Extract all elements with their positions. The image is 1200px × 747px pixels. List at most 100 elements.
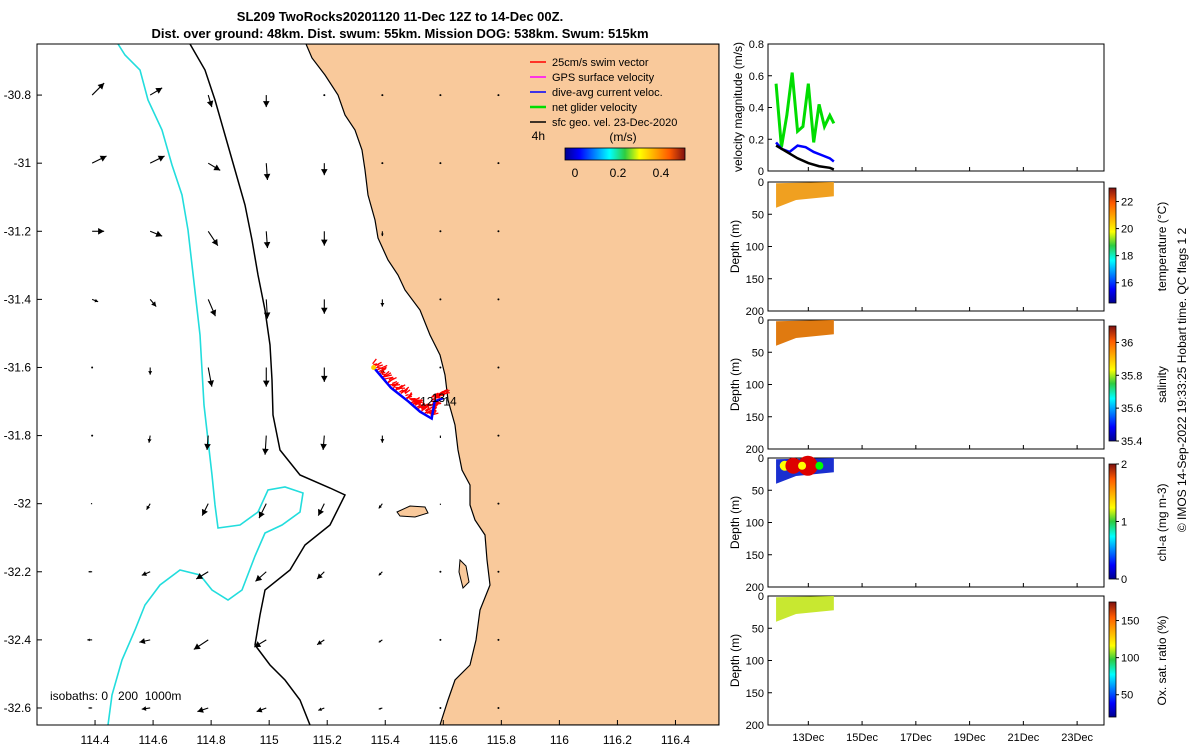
current-arrow bbox=[197, 706, 209, 713]
current-arrow bbox=[317, 503, 325, 516]
section-colorbar bbox=[1108, 187, 1117, 304]
current-arrow bbox=[149, 155, 165, 164]
swim-vector bbox=[421, 403, 429, 410]
section-y-tick-label: 100 bbox=[746, 380, 764, 392]
current-arrow bbox=[318, 707, 325, 711]
map-y-tick-label: -31.4 bbox=[4, 292, 32, 306]
current-arrow bbox=[148, 367, 153, 375]
map-x-tick-label: 115.4 bbox=[371, 733, 400, 747]
current-arrow bbox=[207, 367, 214, 387]
time-step-label: 4h bbox=[532, 129, 545, 143]
current-arrow bbox=[381, 94, 384, 97]
swim-vector bbox=[404, 388, 409, 394]
velocity-y-tick-label: 0.2 bbox=[749, 134, 764, 146]
current-arrow bbox=[91, 155, 107, 164]
isobath-1000m bbox=[107, 44, 304, 725]
speed-tick-1: 0.2 bbox=[610, 166, 627, 180]
land-mass bbox=[305, 44, 719, 725]
current-arrow bbox=[258, 503, 267, 519]
swim-vector bbox=[404, 389, 411, 395]
section-y-tick-label: 50 bbox=[752, 485, 764, 497]
current-arrow bbox=[92, 227, 105, 235]
current-arrow bbox=[439, 706, 442, 709]
current-arrow bbox=[149, 230, 163, 237]
current-arrow bbox=[497, 298, 500, 301]
current-arrow bbox=[207, 299, 217, 317]
current-arrow bbox=[263, 163, 271, 181]
time-tick-label: 17Dec bbox=[900, 732, 932, 744]
current-arrow bbox=[88, 706, 93, 709]
swim-vector bbox=[405, 393, 409, 397]
chl-patch bbox=[797, 455, 818, 476]
current-arrow bbox=[88, 570, 93, 573]
current-arrow bbox=[91, 434, 94, 437]
current-arrow bbox=[90, 503, 93, 505]
speed-tick-0: 0 bbox=[572, 166, 579, 180]
legend-net: net glider velocity bbox=[552, 102, 637, 114]
map-y-tick-label: -30.8 bbox=[4, 88, 32, 102]
velocity-y-axis: 0 0.2 0.4 0.6 0.8 bbox=[749, 39, 1078, 178]
section-y-tick-label: 0 bbox=[758, 177, 764, 189]
legend-swim-vector: 25cm/s swim vector bbox=[552, 57, 649, 69]
swim-vector bbox=[397, 385, 404, 391]
map-y-tick-label: -31 bbox=[14, 156, 32, 170]
section-frame bbox=[767, 181, 1105, 312]
track-start bbox=[371, 364, 377, 370]
velocity-frame bbox=[767, 43, 1105, 172]
current-arrow bbox=[439, 162, 442, 165]
section-colorbar bbox=[1108, 325, 1117, 442]
section-ylabel: Depth (m) bbox=[728, 358, 742, 411]
chl-patch bbox=[798, 461, 807, 470]
map-x-tick-label: 115.6 bbox=[429, 733, 458, 747]
swim-vector bbox=[381, 370, 390, 378]
current-arrow bbox=[207, 230, 219, 246]
swim-vector bbox=[433, 392, 439, 397]
map-frame bbox=[36, 43, 720, 726]
map-x-tick-label: 115 bbox=[260, 733, 279, 747]
current-arrow bbox=[141, 706, 151, 711]
current-arrow bbox=[321, 231, 328, 246]
time-tick-label: 23Dec bbox=[1061, 732, 1093, 744]
time-tick-label: 19Dec bbox=[954, 732, 986, 744]
current-arrow bbox=[149, 299, 157, 307]
current-arrow bbox=[497, 162, 500, 165]
section-y-tick-label: 150 bbox=[746, 550, 764, 562]
current-arrow bbox=[320, 435, 327, 451]
section-y-tick-label: 0 bbox=[758, 315, 764, 327]
rottnest-island bbox=[396, 505, 429, 518]
colorbar-tick-label: 20 bbox=[1121, 224, 1133, 236]
current-arrow bbox=[497, 706, 500, 709]
colorbar-tick-label: 150 bbox=[1121, 616, 1139, 628]
dive-avg-track bbox=[372, 366, 444, 421]
map-y-tick-label: -31.8 bbox=[4, 429, 32, 443]
current-arrow bbox=[323, 94, 326, 97]
section-y-tick-label: 100 bbox=[746, 242, 764, 254]
swim-vector bbox=[414, 399, 422, 407]
colorbar-tick-label: 0 bbox=[1121, 574, 1127, 586]
current-arrow bbox=[439, 94, 442, 97]
current-arrow bbox=[201, 503, 209, 516]
current-arrow bbox=[439, 298, 442, 301]
swim-vector bbox=[377, 364, 384, 368]
map-x-axis: 114.4 114.6 114.8 115 115.2 115.4 115.6 115.8 11… bbox=[80, 720, 690, 747]
current-arrow bbox=[378, 571, 383, 576]
current-arrow bbox=[497, 366, 500, 369]
colorbar-tick-label: 35.8 bbox=[1121, 370, 1142, 382]
time-tick-label: 15Dec bbox=[846, 732, 878, 744]
velocity-panel: 0 0.2 0.4 0.6 0.8 velocity magnitude (m/s) bbox=[731, 39, 1105, 178]
section-y-tick-label: 200 bbox=[746, 444, 764, 456]
current-arrow bbox=[439, 503, 441, 505]
section-y-tick-label: 200 bbox=[746, 306, 764, 318]
legend-sfc-geo: sfc geo. vel. 23-Dec-2020 bbox=[552, 117, 677, 129]
colorbar-tick-label: 1 bbox=[1121, 517, 1127, 529]
current-arrow bbox=[378, 503, 383, 509]
speed-colorbar-units: (m/s) bbox=[609, 130, 636, 144]
section-data-fill bbox=[776, 320, 834, 346]
section-y-tick-label: 0 bbox=[758, 453, 764, 465]
swim-vector bbox=[381, 371, 386, 374]
map-x-tick-label: 115.8 bbox=[487, 733, 516, 747]
track-day-label: 13 bbox=[432, 391, 446, 405]
